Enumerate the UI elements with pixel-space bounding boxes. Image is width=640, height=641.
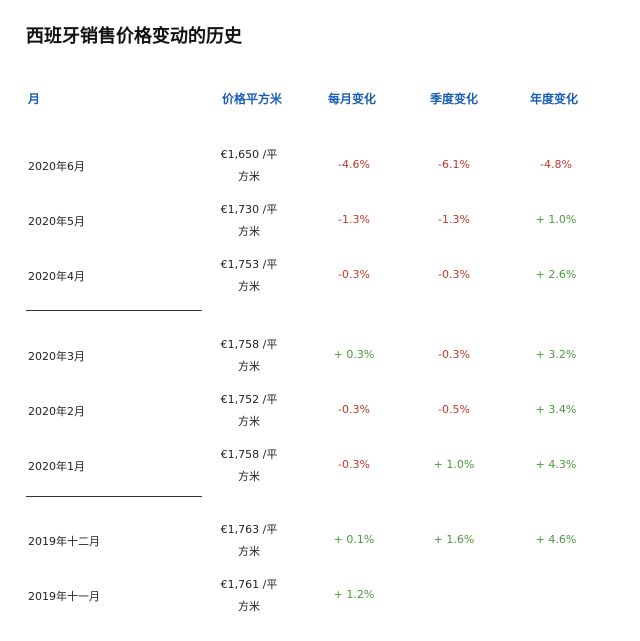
header-yearly-change: 年度变化 bbox=[530, 92, 579, 106]
price-value: €1,752 /平 bbox=[220, 393, 278, 406]
price-value: €1,753 /平 bbox=[220, 258, 278, 271]
month-cell: 2019年十二月 bbox=[28, 535, 100, 548]
yearly-change-cell: + 1.0% bbox=[535, 213, 577, 226]
yearly-change-cell: + 3.2% bbox=[535, 348, 577, 361]
quarterly-change-cell: -1.3% bbox=[438, 213, 470, 226]
quarterly-change-cell: + 1.0% bbox=[433, 458, 475, 471]
header-monthly-change: 每月变化 bbox=[328, 92, 377, 106]
price-value: €1,763 /平 bbox=[220, 523, 278, 536]
monthly-change-cell: -1.3% bbox=[338, 213, 370, 226]
header-quarterly-change: 季度变化 bbox=[430, 92, 479, 106]
yearly-change-cell: + 4.6% bbox=[535, 533, 577, 546]
table-row: 2020年5月 €1,730 /平 方米 -1.3% -1.3% + 1.0% bbox=[0, 199, 640, 259]
price-cell: €1,758 /平 方米 bbox=[214, 444, 284, 488]
price-unit: 方米 bbox=[238, 225, 260, 238]
price-cell: €1,650 /平 方米 bbox=[214, 144, 284, 188]
quarterly-change-cell: -6.1% bbox=[438, 158, 470, 171]
table-row: 2020年6月 €1,650 /平 方米 -4.6% -6.1% -4.8% bbox=[0, 144, 640, 204]
price-value: €1,650 /平 bbox=[220, 148, 278, 161]
group-divider bbox=[26, 310, 202, 311]
yearly-change-cell: + 4.3% bbox=[535, 458, 577, 471]
yearly-change-cell: -4.8% bbox=[540, 158, 572, 171]
monthly-change-cell: + 1.2% bbox=[333, 588, 375, 601]
monthly-change-cell: -4.6% bbox=[338, 158, 370, 171]
price-cell: €1,763 /平 方米 bbox=[214, 519, 284, 563]
price-unit: 方米 bbox=[238, 600, 260, 613]
page-title: 西班牙销售价格变动的历史 bbox=[26, 26, 242, 47]
price-cell: €1,753 /平 方米 bbox=[214, 254, 284, 298]
price-value: €1,761 /平 bbox=[220, 578, 278, 591]
price-cell: €1,758 /平 方米 bbox=[214, 334, 284, 378]
price-unit: 方米 bbox=[238, 415, 260, 428]
price-value: €1,758 /平 bbox=[220, 448, 278, 461]
month-cell: 2020年6月 bbox=[28, 160, 85, 173]
price-unit: 方米 bbox=[238, 360, 260, 373]
month-cell: 2019年十一月 bbox=[28, 590, 100, 603]
price-value: €1,730 /平 bbox=[220, 203, 278, 216]
price-unit: 方米 bbox=[238, 170, 260, 183]
price-unit: 方米 bbox=[238, 545, 260, 558]
price-value: €1,758 /平 bbox=[220, 338, 278, 351]
table-row: 2020年4月 €1,753 /平 方米 -0.3% -0.3% + 2.6% bbox=[0, 254, 640, 314]
price-cell: €1,761 /平 方米 bbox=[214, 574, 284, 618]
month-cell: 2020年4月 bbox=[28, 270, 85, 283]
header-month: 月 bbox=[28, 92, 41, 106]
header-price: 价格平方米 bbox=[222, 92, 283, 106]
table-row: 2019年十二月 €1,763 /平 方米 + 0.1% + 1.6% + 4.6… bbox=[0, 519, 640, 579]
monthly-change-cell: -0.3% bbox=[338, 268, 370, 281]
month-cell: 2020年3月 bbox=[28, 350, 85, 363]
quarterly-change-cell: + 1.6% bbox=[433, 533, 475, 546]
month-cell: 2020年2月 bbox=[28, 405, 85, 418]
yearly-change-cell: + 2.6% bbox=[535, 268, 577, 281]
yearly-change-cell: + 3.4% bbox=[535, 403, 577, 416]
quarterly-change-cell: -0.3% bbox=[438, 348, 470, 361]
monthly-change-cell: -0.3% bbox=[338, 458, 370, 471]
quarterly-change-cell: -0.3% bbox=[438, 268, 470, 281]
table-row: 2020年1月 €1,758 /平 方米 -0.3% + 1.0% + 4.3% bbox=[0, 444, 640, 504]
price-cell: €1,752 /平 方米 bbox=[214, 389, 284, 433]
price-cell: €1,730 /平 方米 bbox=[214, 199, 284, 243]
monthly-change-cell: + 0.1% bbox=[333, 533, 375, 546]
table-row: 2020年3月 €1,758 /平 方米 + 0.3% -0.3% + 3.2% bbox=[0, 334, 640, 394]
price-unit: 方米 bbox=[238, 470, 260, 483]
table-row: 2020年2月 €1,752 /平 方米 -0.3% -0.5% + 3.4% bbox=[0, 389, 640, 449]
monthly-change-cell: -0.3% bbox=[338, 403, 370, 416]
month-cell: 2020年5月 bbox=[28, 215, 85, 228]
group-divider bbox=[26, 496, 202, 497]
price-unit: 方米 bbox=[238, 280, 260, 293]
monthly-change-cell: + 0.3% bbox=[333, 348, 375, 361]
table-row: 2019年十一月 €1,761 /平 方米 + 1.2% bbox=[0, 574, 640, 634]
quarterly-change-cell: -0.5% bbox=[438, 403, 470, 416]
month-cell: 2020年1月 bbox=[28, 460, 85, 473]
